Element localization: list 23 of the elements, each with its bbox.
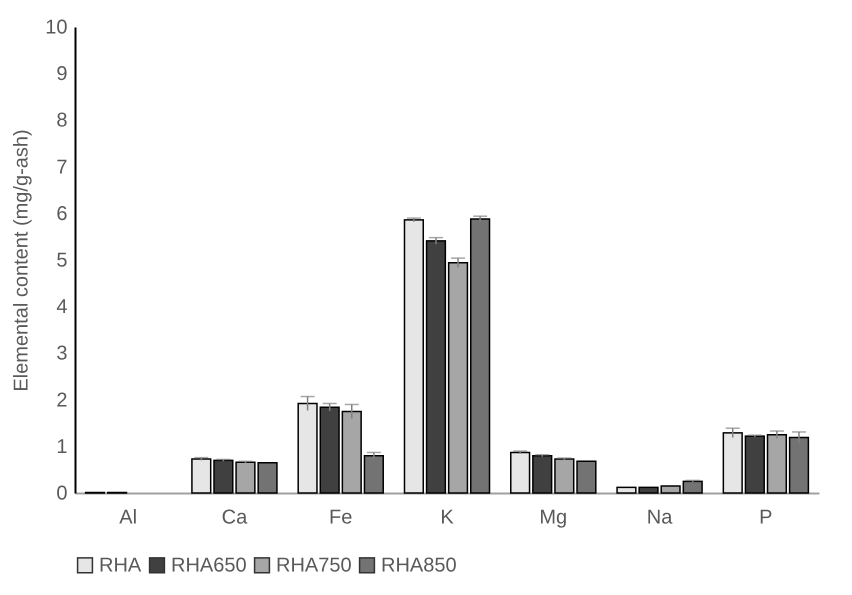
y-tick-label: 6 [56,202,68,225]
legend-label: RHA650 [171,554,247,576]
y-tick-label: 0 [56,482,68,504]
y-tick-label: 9 [56,63,68,86]
y-tick-label: 7 [56,156,68,178]
x-tick-label: Fe [329,506,352,528]
y-tick-label: 3 [56,342,68,365]
x-tick-label: Al [119,506,138,528]
y-tick-label: 5 [56,250,68,272]
y-tick-label: 8 [56,110,68,132]
x-tick-label: Na [646,506,674,528]
x-tick-label: Ca [222,506,248,528]
x-tick-label: K [440,506,454,528]
legend-label: RHA [99,554,142,576]
legend-label: RHA750 [276,554,352,576]
y-axis-title: Elemental content (mg/g-ash) [10,129,32,392]
y-tick-label: 4 [56,296,68,318]
y-tick-label: 2 [56,389,68,412]
x-tick-label: Mg [539,506,568,528]
x-tick-label: P [759,506,773,528]
legend-label: RHA850 [381,554,457,576]
y-tick-label: 10 [45,16,68,38]
y-tick-label: 1 [56,436,68,458]
